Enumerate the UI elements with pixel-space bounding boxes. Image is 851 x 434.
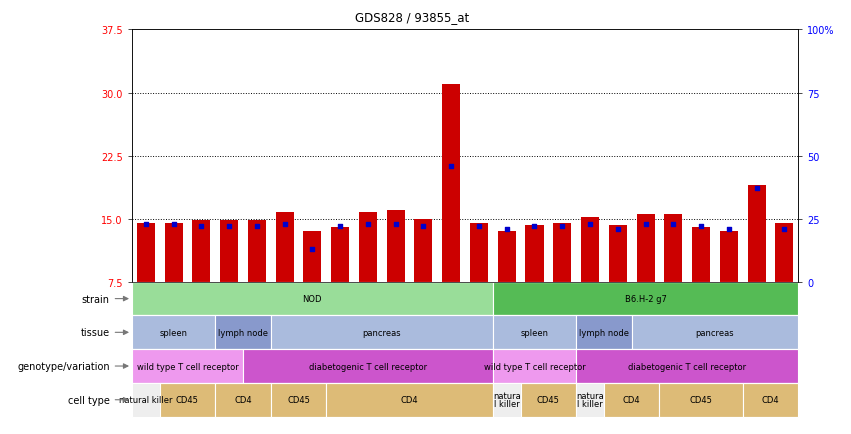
Bar [743,383,798,417]
Text: CD4: CD4 [401,395,419,404]
Text: lymph node: lymph node [579,328,629,337]
Point [334,223,347,230]
Bar [525,226,544,282]
Text: wild type T cell receptor: wild type T cell receptor [136,362,238,371]
Title: GDS828 / 93855_at: GDS828 / 93855_at [355,11,469,24]
Bar [326,383,493,417]
Bar [604,383,660,417]
Text: natura
l killer: natura l killer [576,391,604,408]
Bar [498,232,516,282]
Bar [215,316,271,349]
Bar [271,383,326,417]
Point [222,223,236,230]
Bar [493,282,798,316]
Point [583,221,597,228]
Text: CD4: CD4 [623,395,641,404]
Bar [132,349,243,383]
Point [500,226,513,233]
Point [639,221,653,228]
Text: CD45: CD45 [537,395,560,404]
Bar [137,224,155,282]
Text: NOD: NOD [303,294,323,303]
Bar [660,383,743,417]
Point [556,223,569,230]
Bar [215,383,271,417]
Text: genotype/variation: genotype/variation [17,361,110,371]
Text: CD4: CD4 [234,395,252,404]
Point [361,221,374,228]
Bar [331,227,349,282]
Bar [692,227,710,282]
Point [306,246,319,253]
Point [417,223,431,230]
Point [472,223,486,230]
Bar [132,383,160,417]
Bar [493,316,576,349]
Bar [631,316,798,349]
Text: CD45: CD45 [689,395,712,404]
Bar [576,349,798,383]
Bar [576,383,604,417]
Text: strain: strain [82,294,110,304]
Text: diabetogenic T cell receptor: diabetogenic T cell receptor [628,362,746,371]
Bar [414,219,432,282]
Text: spleen: spleen [159,328,187,337]
Text: lymph node: lymph node [218,328,268,337]
Bar [132,282,493,316]
Text: CD45: CD45 [287,395,310,404]
Point [750,185,763,192]
Bar [164,224,183,282]
Bar [220,221,238,282]
Point [277,221,291,228]
Point [139,221,152,228]
Text: cell type: cell type [68,395,110,405]
Bar [359,213,377,282]
Bar [243,349,493,383]
Bar [470,224,488,282]
Text: diabetogenic T cell receptor: diabetogenic T cell receptor [309,362,427,371]
Text: tissue: tissue [81,328,110,338]
Bar [192,221,210,282]
Point [778,226,791,233]
Point [195,223,208,230]
Point [167,221,180,228]
Bar [553,224,571,282]
Bar [775,224,793,282]
Point [444,163,458,170]
Bar [248,221,266,282]
Bar [493,383,521,417]
Bar [271,316,493,349]
Point [528,223,541,230]
Bar [493,349,576,383]
Bar [132,316,215,349]
Text: B6.H-2 g7: B6.H-2 g7 [625,294,666,303]
Point [389,221,403,228]
Bar [665,215,683,282]
Bar [747,186,766,282]
Point [666,221,680,228]
Bar [303,232,322,282]
Text: CD4: CD4 [762,395,780,404]
Bar [443,85,460,282]
Text: wild type T cell receptor: wild type T cell receptor [483,362,585,371]
Bar [576,316,631,349]
Bar [608,226,627,282]
Text: spleen: spleen [521,328,549,337]
Text: natura
l killer: natura l killer [493,391,521,408]
Bar [276,213,294,282]
Bar [581,217,599,282]
Bar [386,211,405,282]
Text: natural killer: natural killer [119,395,173,404]
Bar [720,232,738,282]
Point [694,223,708,230]
Text: CD45: CD45 [176,395,199,404]
Point [611,226,625,233]
Bar [637,215,654,282]
Bar [160,383,215,417]
Text: pancreas: pancreas [363,328,401,337]
Text: pancreas: pancreas [695,328,734,337]
Bar [521,383,576,417]
Point [722,226,735,233]
Point [250,223,264,230]
